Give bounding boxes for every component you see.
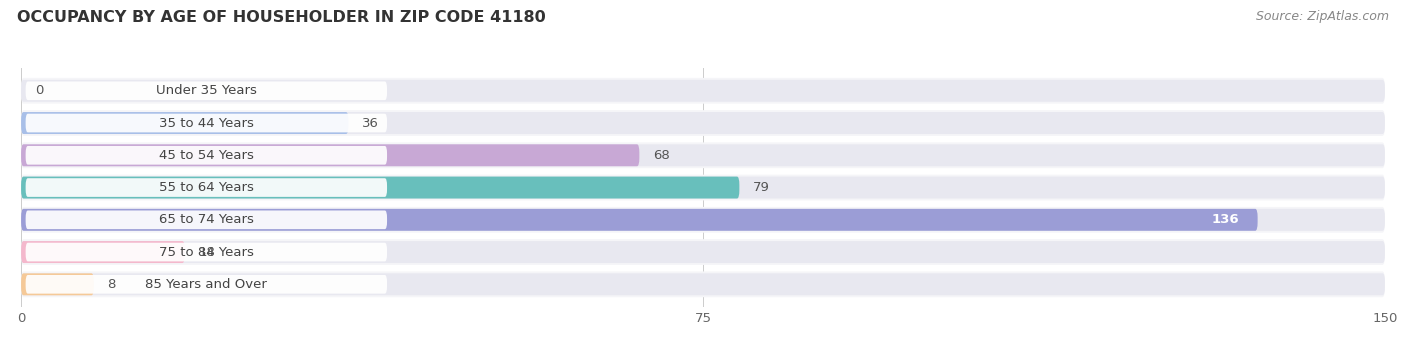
Text: 136: 136 <box>1212 213 1240 226</box>
Text: 35 to 44 Years: 35 to 44 Years <box>159 117 253 130</box>
FancyBboxPatch shape <box>21 241 1385 263</box>
FancyBboxPatch shape <box>21 209 1257 231</box>
FancyBboxPatch shape <box>25 146 387 165</box>
Text: 45 to 54 Years: 45 to 54 Years <box>159 149 253 162</box>
FancyBboxPatch shape <box>21 143 1385 168</box>
FancyBboxPatch shape <box>21 112 349 134</box>
FancyBboxPatch shape <box>25 178 387 197</box>
Text: 75 to 84 Years: 75 to 84 Years <box>159 246 253 258</box>
FancyBboxPatch shape <box>21 271 1385 297</box>
FancyBboxPatch shape <box>21 273 94 295</box>
FancyBboxPatch shape <box>21 144 1385 166</box>
FancyBboxPatch shape <box>21 239 1385 265</box>
Text: 85 Years and Over: 85 Years and Over <box>145 278 267 291</box>
FancyBboxPatch shape <box>21 110 1385 136</box>
FancyBboxPatch shape <box>21 80 1385 102</box>
FancyBboxPatch shape <box>21 144 640 166</box>
FancyBboxPatch shape <box>21 175 1385 201</box>
Text: 0: 0 <box>35 84 44 97</box>
Text: 79: 79 <box>754 181 770 194</box>
Text: 18: 18 <box>198 246 215 258</box>
FancyBboxPatch shape <box>25 210 387 229</box>
FancyBboxPatch shape <box>25 81 387 100</box>
FancyBboxPatch shape <box>25 275 387 294</box>
FancyBboxPatch shape <box>21 112 1385 134</box>
FancyBboxPatch shape <box>21 177 1385 198</box>
Text: Source: ZipAtlas.com: Source: ZipAtlas.com <box>1256 10 1389 23</box>
Text: 65 to 74 Years: 65 to 74 Years <box>159 213 253 226</box>
FancyBboxPatch shape <box>21 177 740 198</box>
FancyBboxPatch shape <box>21 273 1385 295</box>
Text: 8: 8 <box>107 278 115 291</box>
Text: 68: 68 <box>652 149 669 162</box>
Text: 55 to 64 Years: 55 to 64 Years <box>159 181 253 194</box>
FancyBboxPatch shape <box>25 114 387 132</box>
FancyBboxPatch shape <box>25 243 387 262</box>
FancyBboxPatch shape <box>21 207 1385 233</box>
Text: Under 35 Years: Under 35 Years <box>156 84 257 97</box>
FancyBboxPatch shape <box>21 241 184 263</box>
FancyBboxPatch shape <box>21 209 1385 231</box>
Text: 36: 36 <box>363 117 380 130</box>
FancyBboxPatch shape <box>21 78 1385 104</box>
Text: OCCUPANCY BY AGE OF HOUSEHOLDER IN ZIP CODE 41180: OCCUPANCY BY AGE OF HOUSEHOLDER IN ZIP C… <box>17 10 546 25</box>
